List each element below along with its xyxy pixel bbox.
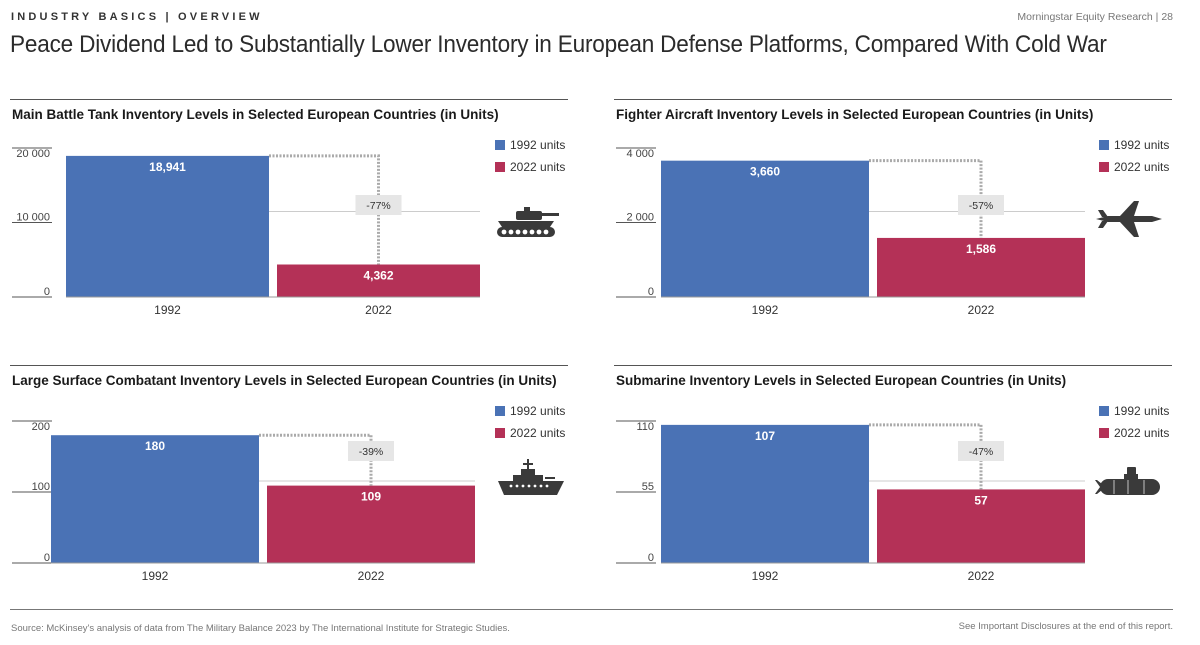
chart-svg: 0 55 110 107 1992 57 2022 -47% <box>616 420 1085 583</box>
panel-top-rule <box>10 365 568 366</box>
legend-label-2022: 2022 units <box>1114 426 1170 440</box>
x-tick-label: 2022 <box>365 303 392 317</box>
x-tick-label: 1992 <box>142 569 169 583</box>
section-label: INDUSTRY BASICS | OVERVIEW <box>11 11 263 23</box>
change-box <box>958 441 1004 461</box>
page-title: Peace Dividend Led to Substantially Lowe… <box>10 31 1107 58</box>
panel-top-rule <box>614 365 1172 366</box>
tank-icon <box>497 207 559 237</box>
legend-swatch-2022 <box>495 162 505 172</box>
change-label: -39% <box>359 446 384 458</box>
data-label: 57 <box>974 493 988 507</box>
legend-label-2022: 2022 units <box>510 426 566 440</box>
legend-swatch-2022 <box>495 428 505 438</box>
y-tick-label: 4 000 <box>626 148 654 160</box>
legend-label-1992: 1992 units <box>1114 404 1170 418</box>
change-connector <box>869 423 983 490</box>
change-label: -57% <box>969 200 994 212</box>
bar-1992 <box>51 435 259 563</box>
x-tick-label: 2022 <box>358 569 385 583</box>
bar-1992 <box>661 424 869 563</box>
change-connector <box>269 154 380 265</box>
change-label: -77% <box>366 200 391 212</box>
panel-top-rule <box>614 99 1172 100</box>
x-tick-label: 1992 <box>154 303 181 317</box>
data-label: 1,586 <box>966 242 996 256</box>
chart-panel-tanks: Main Battle Tank Inventory Levels in Sel… <box>10 99 570 339</box>
footer-rule <box>10 609 1173 610</box>
chart-svg: 0 100 200 180 1992 109 2022 -39% <box>12 420 475 583</box>
y-tick-label: 55 <box>642 481 654 493</box>
x-tick-label: 1992 <box>752 569 779 583</box>
publisher-label: Morningstar Equity Research | 28 <box>1017 11 1173 23</box>
source-note: Source: McKinsey's analysis of data from… <box>11 623 510 634</box>
chart-panel-fighters: Fighter Aircraft Inventory Levels in Sel… <box>614 99 1174 339</box>
y-tick-label: 20 000 <box>16 148 50 160</box>
y-tick-label: 2 000 <box>626 212 654 224</box>
disclosure-note: See Important Disclosures at the end of … <box>958 621 1173 632</box>
chart-svg: 0 10 000 20 000 18,941 1992 4,362 2022 -77% <box>12 147 480 317</box>
bar-2022 <box>877 489 1085 563</box>
data-label: 109 <box>361 490 381 504</box>
legend-swatch-1992 <box>495 140 505 150</box>
legend-swatch-1992 <box>1099 140 1109 150</box>
fighter-jet-icon <box>1096 201 1162 237</box>
data-label: 3,660 <box>750 165 780 179</box>
chart-title: Fighter Aircraft Inventory Levels in Sel… <box>616 107 1094 122</box>
legend-swatch-1992 <box>1099 406 1109 416</box>
legend-label-2022: 2022 units <box>510 160 566 174</box>
legend-swatch-2022 <box>1099 162 1109 172</box>
submarine-icon <box>1095 467 1160 495</box>
change-box <box>355 195 402 215</box>
warship-icon <box>498 459 564 495</box>
chart-title: Submarine Inventory Levels in Selected E… <box>616 373 1067 388</box>
panel-top-rule <box>10 99 568 100</box>
bar-1992 <box>66 155 269 297</box>
x-tick-label: 2022 <box>968 303 995 317</box>
chart-svg: 0 2 000 4 000 3,660 1992 1,586 2022 -57% <box>616 147 1085 317</box>
change-connector <box>259 433 373 486</box>
y-tick-label: 0 <box>648 552 654 564</box>
chart-title: Main Battle Tank Inventory Levels in Sel… <box>12 107 499 122</box>
y-tick-label: 0 <box>648 286 654 298</box>
chart-title: Large Surface Combatant Inventory Levels… <box>12 373 557 388</box>
change-label: -47% <box>969 446 994 458</box>
data-label: 18,941 <box>149 160 186 174</box>
legend-label-1992: 1992 units <box>510 404 566 418</box>
y-tick-label: 110 <box>636 421 654 433</box>
y-tick-label: 100 <box>32 481 50 493</box>
data-label: 4,362 <box>363 269 393 283</box>
bar-2022 <box>877 237 1085 297</box>
chart-panel-submarines: Submarine Inventory Levels in Selected E… <box>614 365 1174 605</box>
x-tick-label: 1992 <box>752 303 779 317</box>
chart-panel-surface-combatants: Large Surface Combatant Inventory Levels… <box>10 365 570 605</box>
legend-label-1992: 1992 units <box>510 138 566 152</box>
change-box <box>348 441 394 461</box>
x-tick-label: 2022 <box>968 569 995 583</box>
data-label: 107 <box>755 429 775 443</box>
legend-label-2022: 2022 units <box>1114 160 1170 174</box>
y-tick-label: 200 <box>32 421 50 433</box>
y-tick-label: 0 <box>44 286 50 298</box>
legend-label-1992: 1992 units <box>1114 138 1170 152</box>
data-label: 180 <box>145 439 165 453</box>
change-box <box>958 195 1004 215</box>
y-tick-label: 10 000 <box>16 212 50 224</box>
bar-1992 <box>661 160 869 297</box>
bar-2022 <box>267 485 475 563</box>
legend-swatch-1992 <box>495 406 505 416</box>
legend-swatch-2022 <box>1099 428 1109 438</box>
y-tick-label: 0 <box>44 552 50 564</box>
bar-2022 <box>277 264 480 297</box>
